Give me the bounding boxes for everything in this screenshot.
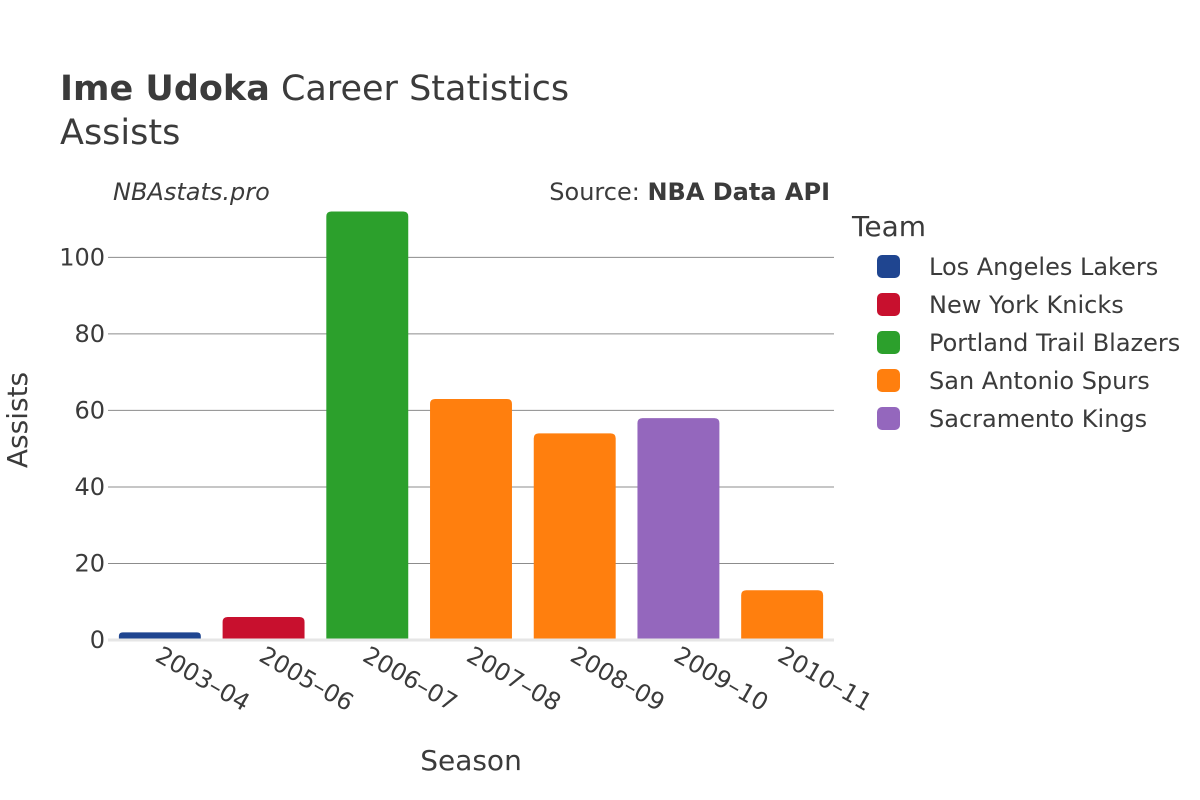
legend-label: Sacramento Kings bbox=[929, 405, 1147, 433]
y-tick-label: 80 bbox=[74, 320, 105, 348]
legend-label: Los Angeles Lakers bbox=[929, 253, 1158, 281]
legend: Los Angeles Lakers New York Knicks Portlan… bbox=[877, 253, 1180, 433]
x-tick-label: 2010–11 bbox=[773, 641, 877, 717]
legend-swatch bbox=[877, 331, 900, 354]
legend-swatch bbox=[877, 293, 900, 316]
legend-title: Team bbox=[851, 210, 926, 243]
bar-2009–10 bbox=[637, 418, 720, 640]
bar-2003–04 bbox=[118, 632, 201, 640]
x-tick-label: 2003–04 bbox=[151, 641, 255, 717]
bars bbox=[118, 211, 824, 640]
bar-2008–09 bbox=[533, 433, 616, 640]
bar-2006–07 bbox=[326, 211, 409, 640]
legend-swatch bbox=[877, 255, 900, 278]
y-tick-label: 100 bbox=[59, 243, 105, 271]
legend-swatch bbox=[877, 407, 900, 430]
title-spacer bbox=[270, 69, 281, 109]
x-tick-label: 2009–10 bbox=[669, 641, 773, 717]
legend-swatch bbox=[877, 369, 900, 392]
watermark: NBAstats.pro bbox=[113, 178, 270, 206]
source-name: NBA Data API bbox=[647, 178, 830, 206]
chart-subtitle: Assists bbox=[60, 113, 180, 153]
x-tick-label: 2008–09 bbox=[566, 641, 670, 717]
x-tick-label: 2007–08 bbox=[462, 641, 566, 717]
chart-title: Ime Udoka Career Statistics bbox=[60, 69, 569, 109]
legend-label: New York Knicks bbox=[929, 291, 1124, 319]
y-tick-label: 20 bbox=[74, 549, 105, 577]
source-credit: Source: NBA Data API bbox=[549, 178, 830, 206]
bar-2007–08 bbox=[430, 398, 512, 640]
y-axis-ticks: 0 20 40 60 80 100 bbox=[59, 243, 105, 654]
y-tick-label: 40 bbox=[74, 473, 105, 501]
bar-2005–06 bbox=[222, 617, 305, 640]
title-player: Ime Udoka bbox=[60, 69, 270, 109]
x-tick-label: 2006–07 bbox=[358, 641, 462, 717]
y-tick-label: 0 bbox=[90, 626, 105, 654]
source-prefix: Source: bbox=[549, 178, 640, 206]
title-rest: Career Statistics bbox=[281, 69, 569, 109]
x-axis-ticks: 2003–04 2005–06 2006–07 2007–08 2008–09 2009–… bbox=[151, 641, 877, 717]
x-axis-title: Season bbox=[420, 744, 522, 777]
legend-label: Portland Trail Blazers bbox=[929, 329, 1180, 357]
legend-label: San Antonio Spurs bbox=[929, 367, 1150, 395]
source-spacer bbox=[640, 178, 648, 206]
y-axis-title: Assists bbox=[1, 372, 34, 468]
x-tick-label: 2005–06 bbox=[255, 641, 359, 717]
bar-2010–11 bbox=[741, 590, 824, 640]
y-tick-label: 60 bbox=[74, 396, 105, 424]
